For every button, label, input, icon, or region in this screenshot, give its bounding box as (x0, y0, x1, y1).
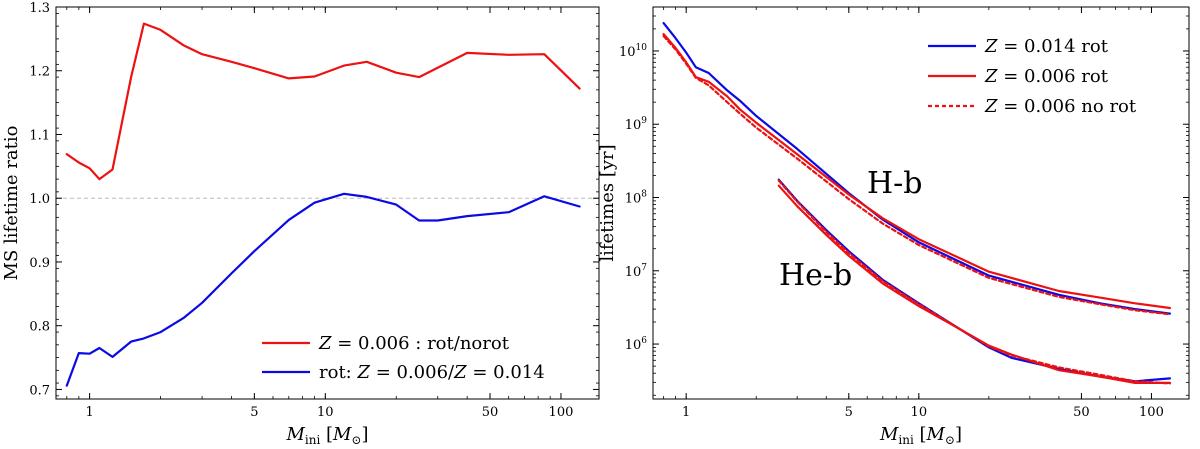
right-x-tick-label: 50 (1073, 405, 1090, 420)
right-series-line-h-b-z-0-006-no-rot (662, 34, 1172, 316)
right-x-tick-label: 5 (845, 405, 853, 420)
right-annotation-h-burning: H-b (867, 166, 923, 201)
right-plot-frame (652, 6, 1190, 400)
left-plot-frame (55, 6, 600, 400)
left-chart-ms-lifetime-ratio: 0.7 0.8 0.9 1.0 1.1 1.2 1.3 1 5 10 50 100 Mini [M⊙] M… (1, 1, 600, 447)
right-x-tick-label: 10 (911, 405, 928, 420)
left-x-tick-label: 5 (250, 405, 258, 420)
right-y-axis-label: lifetimes [yr] (597, 144, 618, 261)
left-y-tick-label: 0.9 (29, 256, 50, 271)
left-x-axis-label: Mini [M⊙] (285, 424, 368, 447)
right-series-line-he-b-z-0-006-no-rot (777, 179, 1172, 385)
right-legend: Z = 0.014 rot Z = 0.006 rot Z = 0.006 no r… (928, 36, 1137, 117)
left-x-tick-label: 100 (549, 405, 574, 420)
left-x-tick-label: 50 (482, 405, 499, 420)
right-y-tick-label: 106 (625, 336, 648, 353)
right-legend-label: Z = 0.014 rot (984, 36, 1109, 57)
left-y-tick-label: 1.0 (29, 192, 50, 207)
left-y-tick-label: 1.3 (29, 1, 50, 16)
right-y-tick-label: 1010 (619, 43, 647, 60)
right-legend-label: Z = 0.006 no rot (984, 96, 1137, 117)
left-y-tick-label: 0.7 (29, 383, 50, 398)
left-y-tick-label: 1.2 (29, 65, 50, 80)
right-annotation-he-burning: He-b (779, 258, 852, 293)
left-series-line-metallicity-ratio (65, 192, 581, 387)
left-y-tick-label: 0.8 (29, 320, 50, 335)
left-x-tick-label: 1 (85, 405, 93, 420)
right-chart-lifetimes: 106 107 108 109 1010 1 5 10 50 100 Mini [M⊙] lifeti… (597, 6, 1190, 447)
left-legend: Z = 0.006 : rot/norot rot: Z = 0.006/Z = … (262, 333, 545, 383)
left-series-line-rot-norot (65, 22, 581, 181)
left-legend-label: rot: Z = 0.006/Z = 0.014 (319, 362, 545, 383)
left-y-axis-label: MS lifetime ratio (1, 126, 22, 281)
left-x-tick-label: 10 (317, 405, 334, 420)
right-x-axis-label: Mini [M⊙] (879, 424, 962, 447)
left-y-tick-label: 1.1 (29, 128, 50, 143)
right-x-tick-label: 1 (682, 405, 690, 420)
right-y-tick-label: 107 (625, 263, 648, 280)
right-legend-label: Z = 0.006 rot (984, 66, 1109, 87)
right-x-tick-label: 100 (1139, 405, 1164, 420)
right-series-line-h-b-z-0-014-rot (662, 22, 1172, 315)
right-y-tick-label: 109 (625, 116, 648, 133)
left-legend-label: Z = 0.006 : rot/norot (318, 333, 510, 354)
right-y-tick-label: 108 (625, 190, 648, 207)
